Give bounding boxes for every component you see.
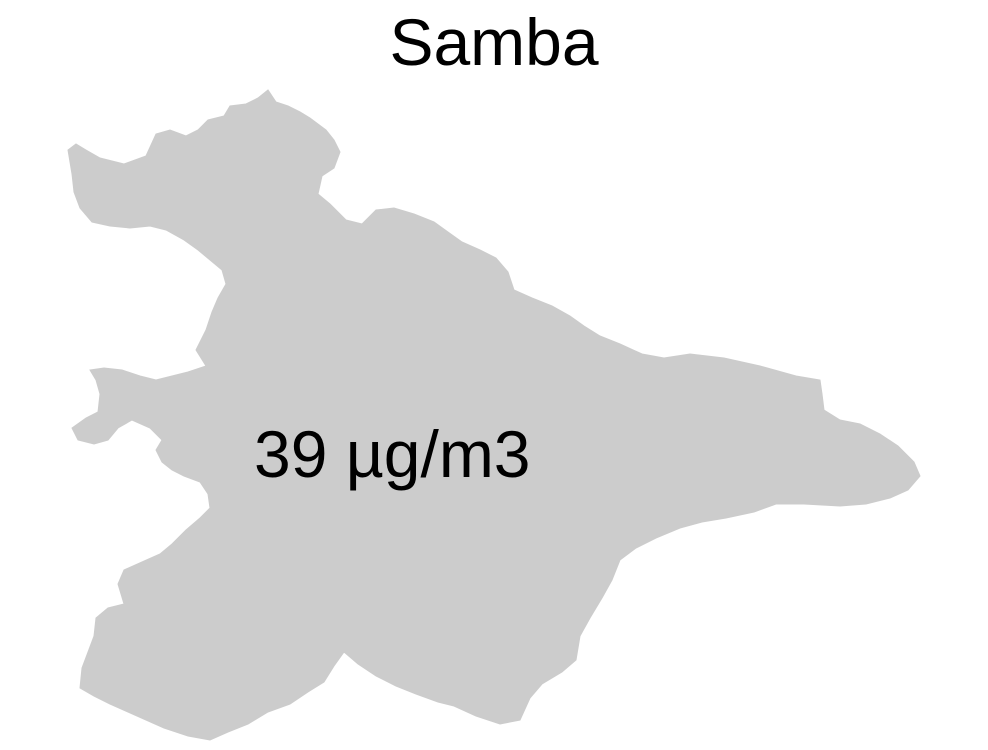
region-value-label: 39 µg/m3 <box>254 417 531 491</box>
samba-district-shape[interactable] <box>67 89 921 741</box>
map-title: Samba <box>389 5 599 79</box>
